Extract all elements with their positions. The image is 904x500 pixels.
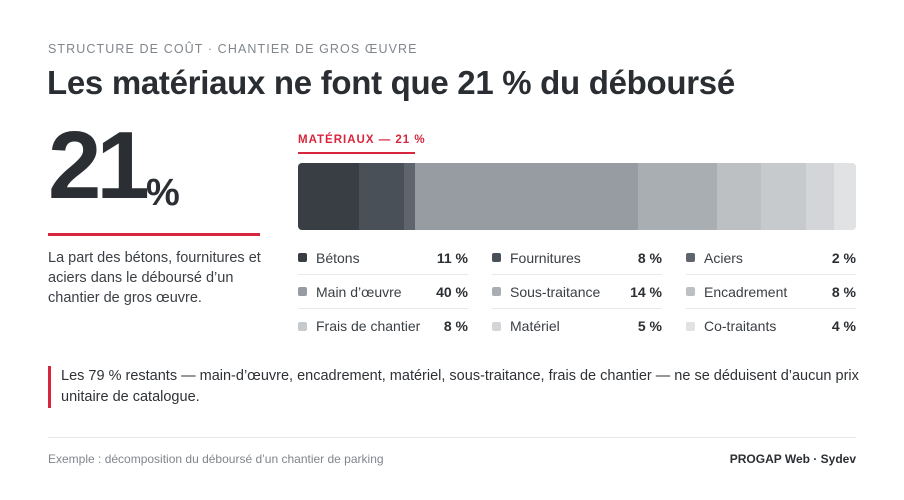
kpi-underline xyxy=(48,233,260,236)
legend-item: Main d’œuvre 40 % xyxy=(298,275,468,309)
bar-segment xyxy=(716,163,762,230)
eyebrow: STRUCTURE DE COÛT · CHANTIER DE GROS ŒUV… xyxy=(48,42,418,56)
legend-swatch xyxy=(492,321,501,331)
legend-value: 8 % xyxy=(831,283,856,300)
legend-label: Frais de chantier xyxy=(316,318,421,334)
legend-value: 8 % xyxy=(637,249,662,266)
kpi-number: 21 xyxy=(48,112,150,219)
note-text: Les 79 % restants — main-d’œuvre, encadr… xyxy=(61,368,859,405)
legend-item: Sous-traitance 14 % xyxy=(492,275,662,309)
legend-label: Bétons xyxy=(316,249,360,266)
legend-swatch xyxy=(686,253,695,262)
legend-value: 40 % xyxy=(436,283,468,300)
legend-item: Matériel 5 % xyxy=(492,309,662,343)
legend-swatch xyxy=(492,287,501,296)
footer-brand: PROGAP Web · Sydev xyxy=(729,452,856,466)
legend-value: 2 % xyxy=(831,249,856,266)
legend-value: 11 % xyxy=(436,249,468,266)
kpi-description: La part des bétons, fournitures et acier… xyxy=(48,250,261,306)
legend-swatch xyxy=(686,287,695,296)
kpi-unit: % xyxy=(146,172,180,214)
bar-segment xyxy=(833,163,856,230)
legend-value: 8 % xyxy=(443,318,468,334)
legend-swatch xyxy=(298,253,307,262)
bar-segment xyxy=(638,163,717,230)
bar-segment xyxy=(404,163,416,230)
legend-label: Fournitures xyxy=(510,249,581,266)
legend-swatch xyxy=(686,321,695,331)
legend-label: Matériel xyxy=(510,318,560,334)
materials-group-label: MATÉRIAUX — 21 % xyxy=(298,134,426,146)
materials-group-underline xyxy=(298,152,415,154)
page-title: Les matériaux ne font que 21 % du débour… xyxy=(47,64,735,101)
legend-item: Fournitures 8 % xyxy=(492,241,662,275)
footer-source: Exemple : décomposition du déboursé d’un… xyxy=(48,452,384,466)
legend-item: Aciers 2 % xyxy=(686,241,856,275)
legend-label: Co-traitants xyxy=(704,318,777,334)
legend-label: Encadrement xyxy=(704,283,788,300)
legend-value: 5 % xyxy=(637,318,662,334)
legend-swatch xyxy=(298,321,307,331)
note-accent-bar xyxy=(48,366,51,408)
legend-label: Main d’œuvre xyxy=(316,283,402,300)
stacked-bar xyxy=(298,163,856,230)
kpi-value: 21 % xyxy=(48,118,262,228)
bar-segment xyxy=(298,163,360,230)
bar-segment xyxy=(415,163,639,230)
legend-label: Aciers xyxy=(704,249,743,266)
legend-item: Encadrement 8 % xyxy=(686,275,856,309)
legend-item: Frais de chantier 8 % xyxy=(298,309,468,343)
bar-segment xyxy=(359,163,405,230)
legend-value: 14 % xyxy=(630,283,662,300)
bar-segment xyxy=(805,163,835,230)
legend-label: Sous-traitance xyxy=(510,283,601,300)
legend-value: 4 % xyxy=(831,318,856,334)
footer-divider xyxy=(48,437,856,438)
legend-item: Co-traitants 4 % xyxy=(686,309,856,343)
legend-swatch xyxy=(492,253,501,262)
legend-swatch xyxy=(298,287,307,296)
bar-segment xyxy=(761,163,807,230)
legend-item: Bétons 11 % xyxy=(298,241,468,275)
